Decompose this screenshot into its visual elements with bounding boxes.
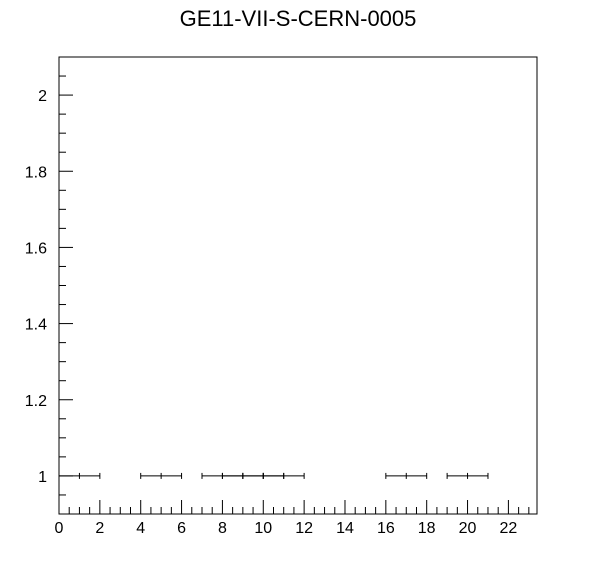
x-tick-label: 8 [218, 520, 227, 537]
x-axis: 0 2 4 6 8 10 12 14 16 18 20 22 [55, 500, 530, 537]
y-tick-label: 1.6 [25, 240, 47, 257]
data-points [58, 472, 489, 479]
x-tick-label: 22 [500, 520, 518, 537]
data-point [140, 472, 183, 479]
x-tick-label: 12 [295, 520, 313, 537]
x-tick-label: 20 [459, 520, 477, 537]
x-tick-label: 10 [254, 520, 272, 537]
data-point [262, 472, 305, 479]
x-tick-label: 16 [377, 520, 395, 537]
chart-title: GE11-VII-S-CERN-0005 [179, 6, 417, 31]
x-tick-label: 2 [95, 520, 104, 537]
data-point [58, 472, 101, 479]
x-tick-label: 14 [336, 520, 354, 537]
x-tick-label: 18 [418, 520, 436, 537]
data-point [385, 472, 428, 479]
x-tick-label: 0 [55, 520, 64, 537]
plot-frame [58, 56, 538, 515]
y-tick-label: 1 [38, 469, 47, 486]
y-tick-label: 1.4 [25, 317, 47, 334]
x-tick-label: 6 [177, 520, 186, 537]
y-tick-label: 1.8 [25, 164, 47, 181]
y-tick-label: 1.2 [25, 393, 47, 410]
y-tick-label: 2 [38, 88, 47, 105]
y-axis: 1 1.2 1.4 1.6 1.8 2 [25, 56, 73, 515]
x-tick-label: 4 [136, 520, 145, 537]
data-point [446, 472, 489, 479]
